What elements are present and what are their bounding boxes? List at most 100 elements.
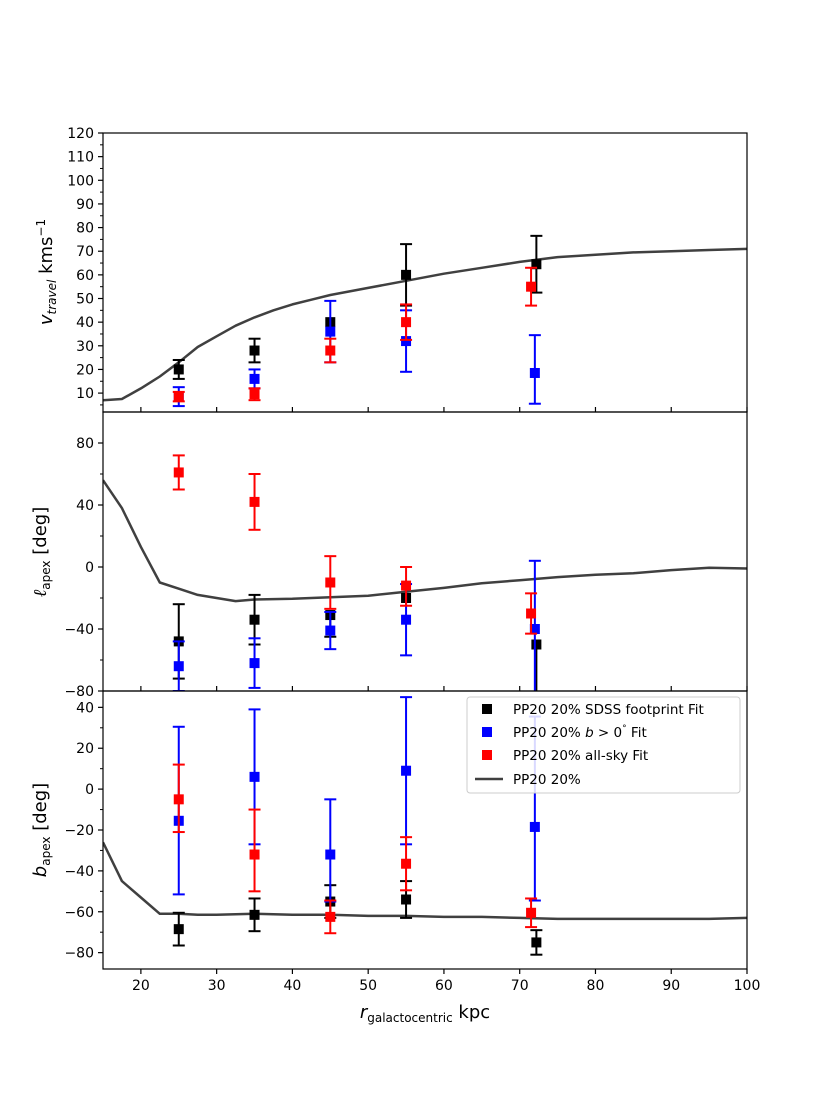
legend-marker-bpos [482, 727, 492, 737]
x-tick-label-70: 70 [511, 978, 529, 994]
x-tick-label-90: 90 [662, 978, 680, 994]
marker-allsky-bapex-0 [173, 794, 184, 805]
marker-bpos-lapex-0 [173, 661, 184, 672]
y-tick-label-lapex-2: 0 [85, 560, 94, 576]
marker-bpos-bapex-3 [401, 765, 412, 776]
marker-allsky-bapex-2 [325, 911, 336, 922]
y-tick-label-vtravel-10: 110 [67, 150, 94, 166]
marker-allsky-lapex-0 [173, 467, 184, 478]
y-tick-label-vtravel-0: 10 [76, 386, 94, 402]
xlabel: rgalactocentric kpc [360, 1002, 490, 1025]
marker-allsky-lapex-3 [401, 580, 412, 591]
y-tick-label-vtravel-9: 100 [67, 173, 94, 189]
marker-allsky-vtravel-0 [173, 391, 184, 402]
x-tick-label-100: 100 [734, 978, 761, 994]
legend-label-sdss: PP20 20% SDSS footprint Fit [513, 702, 704, 718]
y-tick-label-vtravel-1: 20 [76, 362, 94, 378]
legend-label-bpos-deg: ° [622, 724, 627, 734]
marker-bpos-vtravel-4 [529, 367, 540, 378]
marker-sdss-bapex-4 [531, 937, 542, 948]
marker-allsky-bapex-1 [249, 849, 260, 860]
panel-lapex: −80 −40 0 40 80 ℓapex [deg] [30, 411, 748, 700]
marker-sdss-bapex-1 [249, 909, 260, 920]
ylabel-vtravel-symbol: v [36, 314, 57, 325]
marker-bpos-lapex-2 [325, 625, 336, 636]
marker-bpos-vtravel-1 [249, 373, 260, 384]
x-ticks-bapex [140, 969, 748, 974]
legend-label-bpos: PP20 20% b > 0° Fit [513, 724, 647, 741]
plot-area-vtravel [103, 234, 747, 408]
clipped-lapex [103, 454, 747, 691]
y-tick-label-vtravel-4: 50 [76, 292, 94, 308]
clipped-vtravel [103, 234, 747, 408]
y-tick-label-bapex-0: −80 [64, 946, 94, 962]
ylabel-vtravel-superscript: −1 [34, 219, 48, 237]
marker-bpos-lapex-1 [249, 658, 260, 669]
marker-sdss-lapex-4 [531, 639, 542, 650]
legend-label-bpos-mid: > 0 [594, 725, 622, 741]
plot-area-bapex [103, 696, 747, 956]
ylabel-vtravel-unit: kms [36, 237, 57, 280]
y-tick-label-bapex-2: −40 [64, 864, 94, 880]
marker-allsky-vtravel-3 [401, 317, 412, 328]
marker-sdss-bapex-3 [401, 894, 412, 905]
x-tick-label-50: 50 [359, 978, 377, 994]
x-tick-label-20: 20 [132, 978, 150, 994]
marker-sdss-vtravel-1 [249, 345, 260, 356]
y-tick-label-lapex-3: 40 [76, 498, 94, 514]
x-tick-labels: 20 30 40 50 60 70 80 90 100 [132, 978, 760, 994]
legend-label-allsky: PP20 20% all-sky Fit [513, 748, 648, 764]
x-tick-label-80: 80 [587, 978, 605, 994]
y-ticks-lapex: −80 −40 0 40 80 [64, 436, 103, 700]
ylabel-bapex-subscript: apex [39, 837, 53, 866]
legend-label-bpos-pre: PP20 20% [513, 725, 585, 741]
marker-bpos-lapex-4 [529, 624, 540, 634]
marker-bpos-bapex-2 [325, 849, 336, 860]
y-tick-label-vtravel-11: 120 [67, 126, 94, 142]
clipped-bapex [103, 696, 747, 956]
y-tick-label-lapex-4: 80 [76, 436, 94, 452]
legend-box [466, 696, 741, 794]
marker-allsky-lapex-4 [526, 608, 537, 619]
marker-bpos-bapex-4 [529, 821, 540, 832]
marker-allsky-lapex-1 [249, 496, 260, 507]
marker-allsky-lapex-2 [325, 577, 336, 588]
ylabel-lapex-subscript: apex [39, 560, 53, 589]
marker-bpos-lapex-3 [401, 614, 412, 625]
legend-label-model: PP20 20% [513, 772, 581, 788]
y-tick-label-bapex-1: −60 [64, 905, 94, 921]
legend-label-bpos-post: Fit [627, 725, 647, 741]
plot-area-lapex [103, 454, 747, 691]
legend-marker-sdss [482, 704, 492, 714]
xlabel-unit: kpc [453, 1002, 490, 1023]
x-ticks-vtravel [140, 407, 748, 412]
ylabel-vtravel-subscript: travel [45, 279, 59, 314]
ylabel-lapex-unit: [deg] [30, 507, 51, 561]
marker-sdss-vtravel-3 [401, 269, 412, 280]
marker-sdss-bapex-0 [173, 924, 184, 935]
marker-bpos-vtravel-2 [325, 326, 336, 337]
legend: PP20 20% SDSS footprint Fit PP20 20% b >… [466, 696, 741, 794]
x-tick-label-30: 30 [208, 978, 226, 994]
model-line-bapex [103, 841, 747, 921]
marker-bpos-bapex-1 [249, 771, 260, 782]
y-tick-label-vtravel-8: 90 [76, 197, 94, 213]
y-tick-label-vtravel-2: 30 [76, 339, 94, 355]
y-ticks-bapex: −80 −60 −40 −20 0 20 40 [64, 700, 103, 962]
y-tick-label-bapex-3: −20 [64, 823, 94, 839]
ylabel-bapex: bapex [deg] [30, 783, 53, 877]
marker-sdss-lapex-1 [249, 614, 260, 625]
y-tick-label-bapex-4: 0 [85, 782, 94, 798]
y-tick-label-vtravel-3: 40 [76, 315, 94, 331]
y-tick-label-vtravel-6: 70 [76, 244, 94, 260]
legend-label-bpos-var: b [585, 725, 594, 741]
y-tick-label-vtravel-7: 80 [76, 221, 94, 237]
marker-allsky-bapex-4 [526, 907, 537, 918]
ylabel-bapex-unit: [deg] [30, 783, 51, 837]
x-ticks-lapex [140, 686, 748, 691]
marker-allsky-vtravel-2 [325, 345, 336, 356]
y-tick-label-bapex-6: 40 [76, 700, 94, 716]
ylabel-lapex-symbol: ℓ [30, 589, 51, 597]
